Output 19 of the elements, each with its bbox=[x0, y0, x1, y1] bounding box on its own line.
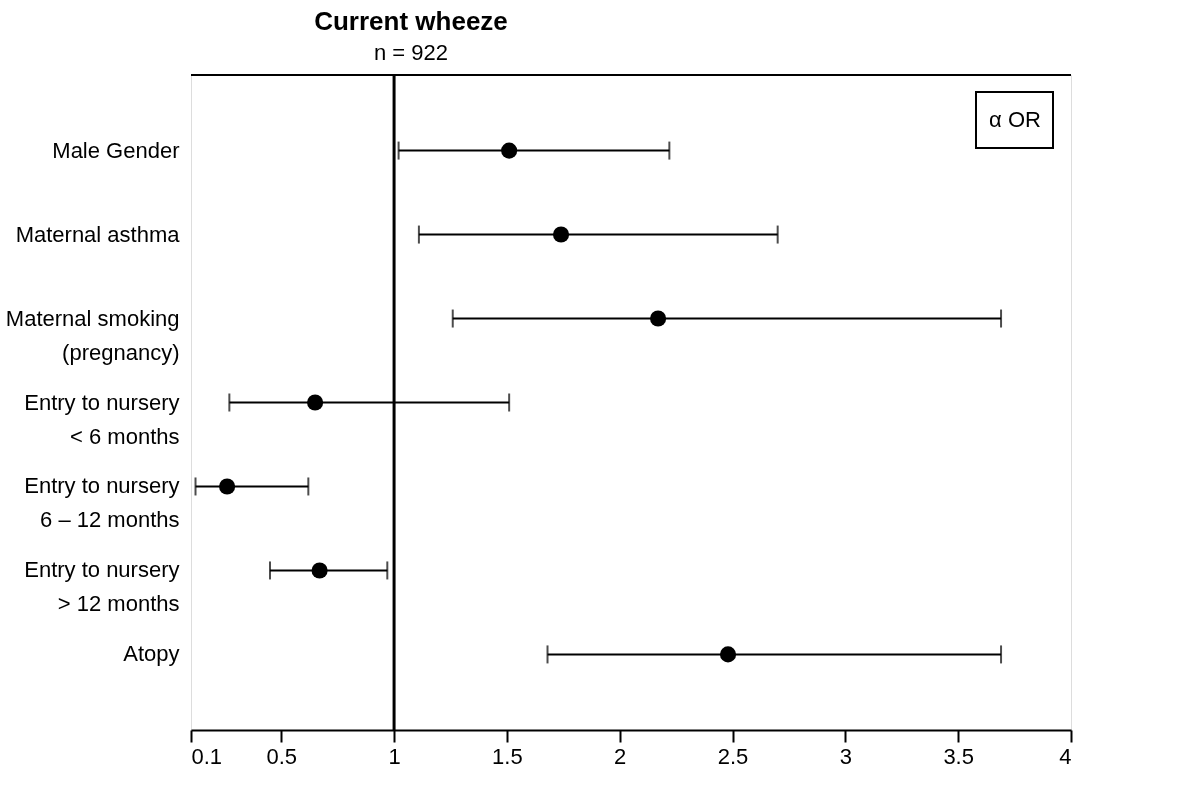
y-tick-label: Maternal asthma bbox=[15, 221, 181, 247]
y-tick-label: Entry to nursery 6 – 12 months bbox=[24, 473, 180, 533]
x-tick-label: 3 bbox=[839, 743, 852, 769]
x-tick-label: 3.5 bbox=[943, 743, 974, 769]
x-tick-label: 1.5 bbox=[492, 743, 523, 769]
chart-subtitle: n = 922 bbox=[373, 39, 449, 65]
x-tick-label: 1 bbox=[388, 743, 401, 769]
x-tick-label: 2 bbox=[614, 743, 627, 769]
x-tick-label: 0.1 bbox=[191, 743, 223, 769]
chart-title: Current wheeze bbox=[314, 5, 508, 36]
annotation: α OR bbox=[989, 107, 1041, 132]
x-tick-label: 4 bbox=[1059, 743, 1072, 769]
y-tick-label: Maternal smoking (pregnancy) bbox=[5, 305, 180, 365]
x-tick-label: 2.5 bbox=[717, 743, 749, 769]
y-tick-label: Entry to nursery < 6 months bbox=[24, 389, 180, 449]
y-tick-label: Atopy bbox=[123, 641, 180, 667]
y-tick-label: Entry to nursery > 12 months bbox=[24, 557, 180, 617]
x-tick-label: 0.5 bbox=[266, 743, 298, 769]
y-tick-label: Male Gender bbox=[52, 137, 180, 163]
